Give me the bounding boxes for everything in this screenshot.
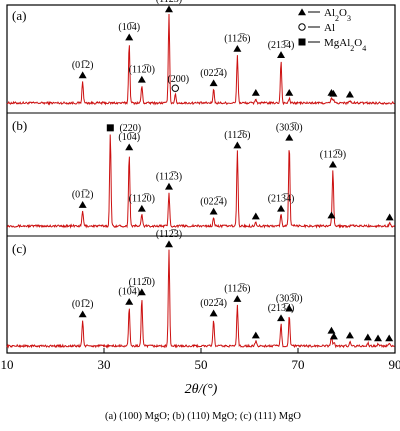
triangle-marker bbox=[125, 33, 134, 41]
x-axis: 10 30 50 70 90 bbox=[1, 348, 400, 372]
triangle-marker bbox=[209, 207, 218, 215]
peak-label: (303̅0) bbox=[276, 293, 303, 304]
triangle-marker bbox=[164, 240, 173, 248]
panel-1: (a) (01̅2) (10̅4) (112̅0) (112̅3) (200) (022̅4… bbox=[6, 0, 395, 106]
peak-label: (112̅0) bbox=[129, 64, 155, 75]
peak-label: (213̅4) bbox=[268, 193, 295, 204]
triangle-marker bbox=[137, 204, 146, 212]
x-axis-label: 2θ/(°) bbox=[185, 382, 218, 397]
triangle-marker bbox=[327, 326, 336, 334]
triangle-marker bbox=[164, 182, 173, 190]
xrd-pattern-line bbox=[6, 134, 396, 229]
square-marker bbox=[106, 124, 114, 132]
triangle-marker bbox=[277, 204, 286, 212]
panel-2: (b) (01̅2) (220)(10̅4) (112̅0)(112̅3) (022̅4… bbox=[6, 118, 396, 229]
x-tick-label: 50 bbox=[195, 357, 208, 372]
peak-label: (220) bbox=[119, 123, 141, 134]
triangle-marker bbox=[363, 333, 372, 341]
peak-label: (112̅0) bbox=[129, 193, 155, 204]
legend-entry-label: Al bbox=[324, 22, 335, 34]
triangle-marker bbox=[327, 211, 336, 219]
triangle-marker bbox=[125, 298, 134, 305]
triangle-marker bbox=[374, 334, 383, 342]
panel-label: (b) bbox=[12, 118, 27, 133]
triangle-marker bbox=[233, 45, 242, 52]
triangle-marker bbox=[285, 133, 294, 141]
peak-label: (112̅6) bbox=[224, 284, 250, 295]
peak-label: (303̅0) bbox=[276, 122, 303, 133]
triangle-marker bbox=[251, 212, 260, 220]
peak-label: (10̅4) bbox=[118, 22, 140, 33]
triangle-marker bbox=[78, 201, 87, 208]
x-tick-label: 10 bbox=[1, 357, 14, 372]
triangle-marker bbox=[251, 331, 260, 339]
triangle-marker bbox=[277, 314, 286, 322]
x-tick-label: 70 bbox=[292, 357, 305, 372]
triangle-marker bbox=[209, 309, 218, 317]
triangle-marker bbox=[137, 288, 146, 296]
triangle-marker bbox=[78, 310, 87, 318]
triangle-marker bbox=[385, 213, 394, 221]
peak-label: (022̅4) bbox=[200, 68, 227, 79]
peak-label: (112̅3) bbox=[156, 0, 182, 5]
peak-label: (112̅3) bbox=[156, 171, 182, 182]
triangle-marker bbox=[329, 89, 338, 97]
triangle-marker bbox=[233, 295, 242, 302]
peak-label: (10̅4) bbox=[118, 287, 140, 298]
peak-label: (022̅4) bbox=[200, 298, 227, 309]
circle-marker bbox=[171, 84, 179, 92]
panel-label: (c) bbox=[12, 241, 26, 256]
peak-label: (112̅0) bbox=[129, 277, 155, 288]
triangle-marker bbox=[328, 160, 337, 168]
triangle-marker bbox=[345, 90, 354, 98]
legend-entry-label: MgAl2O4 bbox=[324, 37, 366, 53]
triangle-marker bbox=[277, 51, 286, 58]
triangle-marker bbox=[137, 75, 146, 83]
triangle-marker bbox=[285, 89, 294, 96]
peak-label: (01̅2) bbox=[72, 60, 94, 71]
xrd-pattern-line bbox=[6, 249, 395, 349]
peak-label: (112̅6) bbox=[224, 130, 250, 141]
triangle-marker bbox=[251, 89, 260, 96]
triangle-marker bbox=[329, 332, 338, 340]
legend-entry-label: Al2O3 bbox=[324, 7, 351, 23]
peak-label: (200) bbox=[167, 74, 189, 85]
peak-label: (01̅2) bbox=[72, 190, 94, 201]
peak-label: (112̅3) bbox=[156, 229, 182, 240]
panels-group: (a)(01̅2)(10̅4)(112̅0)(112̅3)(200)(022̅4… bbox=[6, 0, 396, 349]
triangle-marker bbox=[164, 5, 173, 13]
peak-label: (022̅4) bbox=[200, 196, 227, 207]
triangle-marker bbox=[233, 141, 242, 149]
triangle-marker bbox=[209, 79, 218, 87]
peak-label: (112̅9) bbox=[320, 149, 346, 160]
legend-circle-marker bbox=[298, 23, 306, 31]
figure-caption: (a) (100) MgO; (b) (110) MgO; (c) (111) … bbox=[105, 411, 301, 422]
xrd-pattern-line bbox=[6, 13, 395, 106]
peak-label: (213̅4) bbox=[268, 303, 295, 314]
peak-label: (213̅4) bbox=[268, 40, 295, 51]
peak-label: (10̅4) bbox=[118, 132, 140, 143]
peak-label: (112̅6) bbox=[224, 34, 250, 45]
x-tick-label: 30 bbox=[98, 357, 111, 372]
panel-3: (c) (01̅2) (10̅4)(112̅0) (112̅3) (022̅4) (112… bbox=[6, 229, 395, 349]
triangle-marker bbox=[385, 334, 394, 342]
triangle-marker bbox=[285, 304, 294, 312]
triangle-marker bbox=[125, 143, 134, 151]
legend-square-marker bbox=[298, 38, 306, 46]
panel-label: (a) bbox=[12, 8, 26, 23]
peak-label: (01̅2) bbox=[72, 299, 94, 310]
triangle-marker bbox=[345, 331, 354, 339]
triangle-marker bbox=[78, 71, 87, 79]
legend-triangle-marker bbox=[298, 8, 306, 16]
x-tick-label: 90 bbox=[389, 357, 400, 372]
